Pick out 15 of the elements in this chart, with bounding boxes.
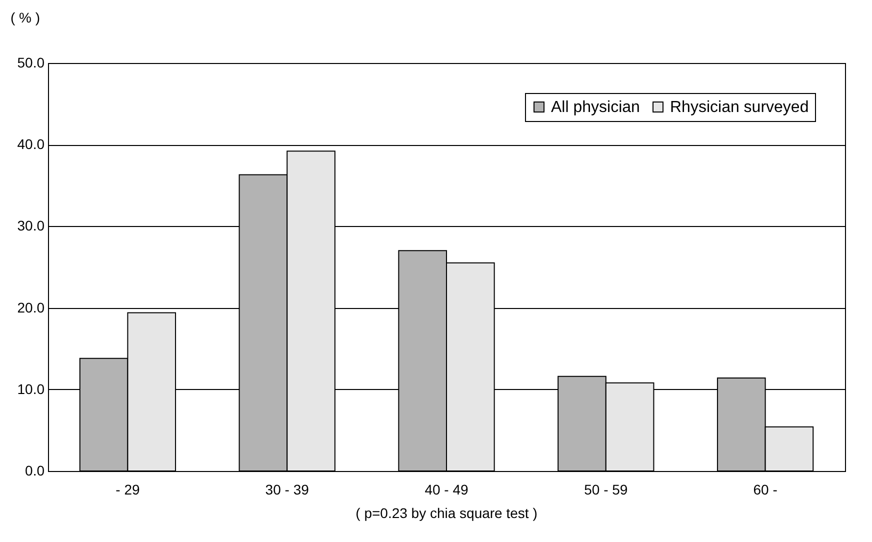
legend-label: Rhysician surveyed <box>670 99 809 116</box>
legend-label: All physician <box>551 99 640 116</box>
x-tick-label: - 29 <box>116 482 140 498</box>
x-tick-label: 40 - 49 <box>424 482 469 498</box>
y-tick-label: 40.0 <box>17 136 45 152</box>
y-tick-label: 0.0 <box>25 462 45 478</box>
text: ( p=0.23 by chia square test ) <box>356 505 538 521</box>
x-tick-label: 60 - <box>753 482 778 498</box>
y-tick-label: 30.0 <box>17 218 45 234</box>
x-tick-label: 50 - 59 <box>584 482 628 498</box>
x-tick-label: 30 - 39 <box>265 482 310 498</box>
y-tick-label: 10.0 <box>17 380 45 397</box>
y-tick-label: 20.0 <box>17 299 45 316</box>
y-axis-title: ( % ) <box>10 10 40 26</box>
y-tick-label: 50.0 <box>17 54 45 70</box>
